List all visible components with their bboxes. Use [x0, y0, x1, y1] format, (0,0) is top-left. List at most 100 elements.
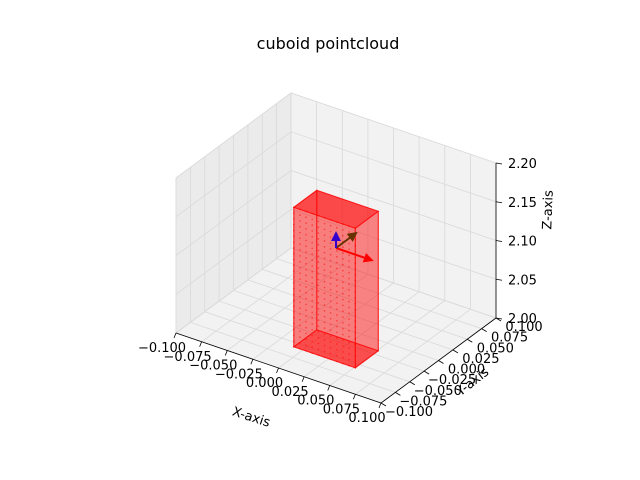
cloud-point [335, 273, 338, 276]
y-tick-label: 0.100 [505, 320, 542, 335]
cloud-point [317, 238, 320, 240]
cloud-point [292, 247, 295, 249]
cloud-point [335, 325, 338, 328]
cloud-point [317, 243, 320, 246]
y-tick [380, 402, 387, 407]
cloud-point [299, 225, 301, 228]
cloud-point [348, 248, 350, 251]
grid-line-z [175, 170, 497, 256]
cloud-point [323, 338, 326, 341]
cloud-point [317, 290, 320, 293]
cloud-point [299, 255, 301, 257]
cloud-point [323, 269, 326, 271]
cloud-point [305, 210, 307, 213]
cloud-point [342, 234, 344, 237]
grid-line-z [175, 208, 497, 295]
cloud-point [305, 291, 307, 294]
cloud-point [311, 218, 314, 221]
cloud-point [329, 352, 332, 355]
cloud-point [323, 315, 326, 318]
cloud-point [335, 285, 338, 287]
cloud-point [354, 320, 357, 323]
cloud-point [311, 259, 314, 261]
cloud-point [311, 299, 314, 302]
cloud-point [323, 263, 326, 266]
y-tick [409, 381, 415, 386]
cloud-point [323, 257, 326, 260]
cloud-point [354, 361, 357, 363]
cloud-point [292, 235, 295, 238]
cloud-point [299, 348, 301, 350]
cloud-point [292, 293, 295, 296]
z-tick-label: 2.15 [508, 196, 537, 211]
cloud-point [305, 297, 307, 300]
x-tick-label: 0.100 [348, 411, 385, 426]
cloud-point [299, 318, 301, 321]
cloud-point [335, 279, 338, 281]
cloud-point [348, 329, 350, 332]
cloud-point [292, 299, 295, 302]
cloud-point [305, 280, 307, 283]
x-tick-label: 0.025 [271, 385, 308, 400]
cloud-point [305, 257, 307, 259]
cloud-point [335, 331, 338, 334]
cloud-point [335, 319, 338, 322]
cloud-point [292, 212, 295, 215]
cloud-point [348, 271, 350, 274]
z-tick-label: 2.10 [508, 235, 537, 250]
x-tick-label: −0.025 [215, 367, 263, 382]
cloud-point [311, 311, 314, 314]
cloud-point [348, 300, 350, 303]
cloud-point [335, 354, 338, 357]
cloud-point [292, 322, 295, 325]
cloud-point [317, 278, 320, 281]
cloud-point [317, 325, 320, 327]
cloud-point [354, 279, 357, 282]
y-tick-label: −0.050 [414, 384, 462, 399]
cloud-point [292, 287, 295, 290]
cloud-point [292, 258, 295, 261]
cloud-point [299, 208, 301, 211]
cloud-point [317, 249, 320, 252]
cloud-point [305, 338, 307, 341]
cloud-point [342, 275, 344, 278]
cloud-point [305, 332, 307, 335]
cloud-point [323, 333, 326, 335]
cloud-point [329, 248, 332, 250]
cloud-point [317, 232, 320, 235]
cloud-point [342, 333, 344, 336]
cloud-point [299, 313, 301, 315]
y-tick [481, 328, 487, 332]
cloud-point [342, 223, 344, 226]
cloud-point [335, 267, 338, 270]
cloud-point [342, 327, 344, 330]
frame-arrow-x [335, 247, 374, 263]
cloud-point [323, 350, 326, 353]
cloud-point [335, 250, 338, 252]
cloud-point [342, 362, 344, 365]
cloud-point [305, 274, 307, 277]
cloud-point [329, 306, 332, 308]
cloud-point [323, 292, 326, 295]
cloud-point [311, 305, 314, 308]
grid-line-z [175, 131, 497, 218]
cloud-point [342, 322, 344, 324]
cloud-point [354, 297, 357, 299]
cloud-point [348, 312, 350, 315]
cloud-point [335, 348, 338, 351]
x-tick [250, 359, 254, 365]
cloud-point [323, 280, 326, 283]
cloud-point [292, 229, 295, 232]
cloud-point [317, 307, 320, 310]
cloud-point [317, 261, 320, 264]
cloud-point [317, 342, 320, 345]
cloud-point [317, 255, 320, 258]
cloud-point [317, 319, 320, 322]
y-tick [395, 392, 401, 396]
x-tick-label: −0.050 [189, 359, 237, 374]
z-tick-label: 2.20 [508, 157, 537, 172]
cloud-point [354, 343, 357, 346]
cloud-point [311, 282, 314, 285]
cloud-point [348, 260, 350, 262]
cloud-point [299, 307, 301, 310]
